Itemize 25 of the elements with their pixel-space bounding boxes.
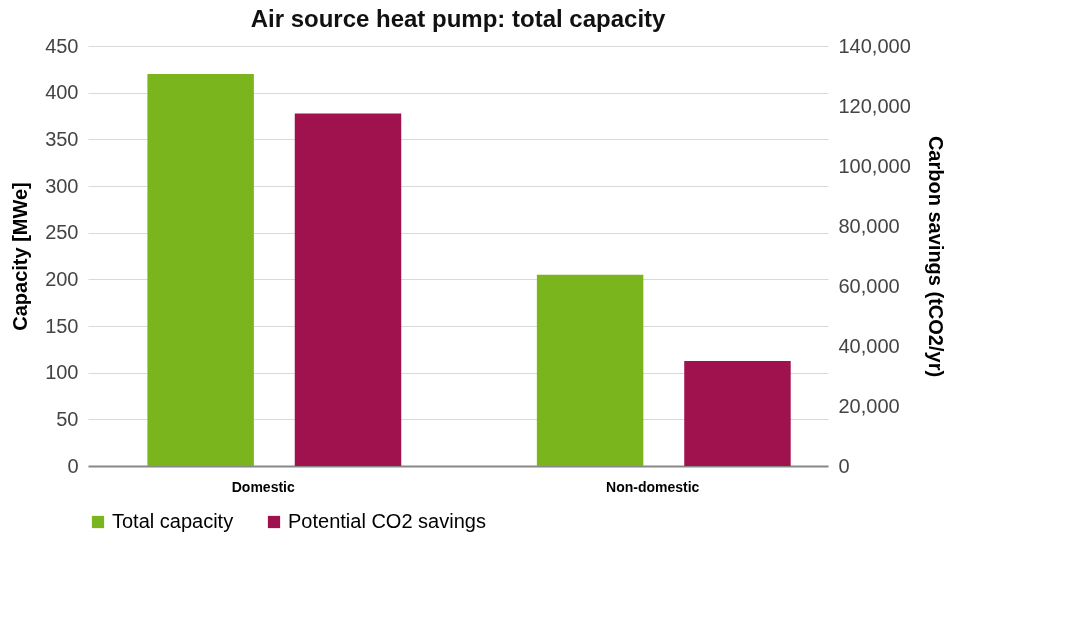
- legend-label: Potential CO2 savings: [288, 510, 486, 532]
- y2-tick-label: 40,000: [838, 334, 900, 357]
- y2-tick-label: 120,000: [838, 94, 911, 117]
- y-tick-label: 150: [45, 314, 79, 337]
- x-tick-label: Non-domestic: [606, 478, 700, 495]
- y2-tick-label: 60,000: [838, 274, 900, 297]
- y-tick-label: 450: [45, 34, 79, 57]
- y2-tick-label: 80,000: [838, 214, 900, 237]
- y-tick-label: 350: [45, 127, 79, 150]
- y-axis-title: Capacity [MWe]: [9, 182, 32, 331]
- chart-title: Air source heat pump: total capacity: [250, 5, 667, 32]
- y2-tick-label: 0: [838, 454, 850, 477]
- legend-label: Total capacity: [112, 510, 234, 532]
- y2-tick-label: 20,000: [838, 394, 900, 417]
- y-tick-label: 0: [67, 454, 79, 477]
- y-tick-label: 50: [56, 407, 79, 430]
- y2-axis-title: Carbon savings (tCO2/yr): [924, 135, 947, 378]
- y-tick-label: 100: [45, 361, 79, 384]
- y-tick-label: 200: [45, 267, 79, 290]
- y2-tick-label: 140,000: [838, 34, 911, 57]
- y-tick-label: 400: [45, 81, 79, 104]
- y-tick-label: 250: [45, 221, 79, 244]
- y2-tick-label: 100,000: [838, 154, 911, 177]
- x-tick-label: Domestic: [231, 478, 295, 495]
- y-tick-label: 300: [45, 174, 79, 197]
